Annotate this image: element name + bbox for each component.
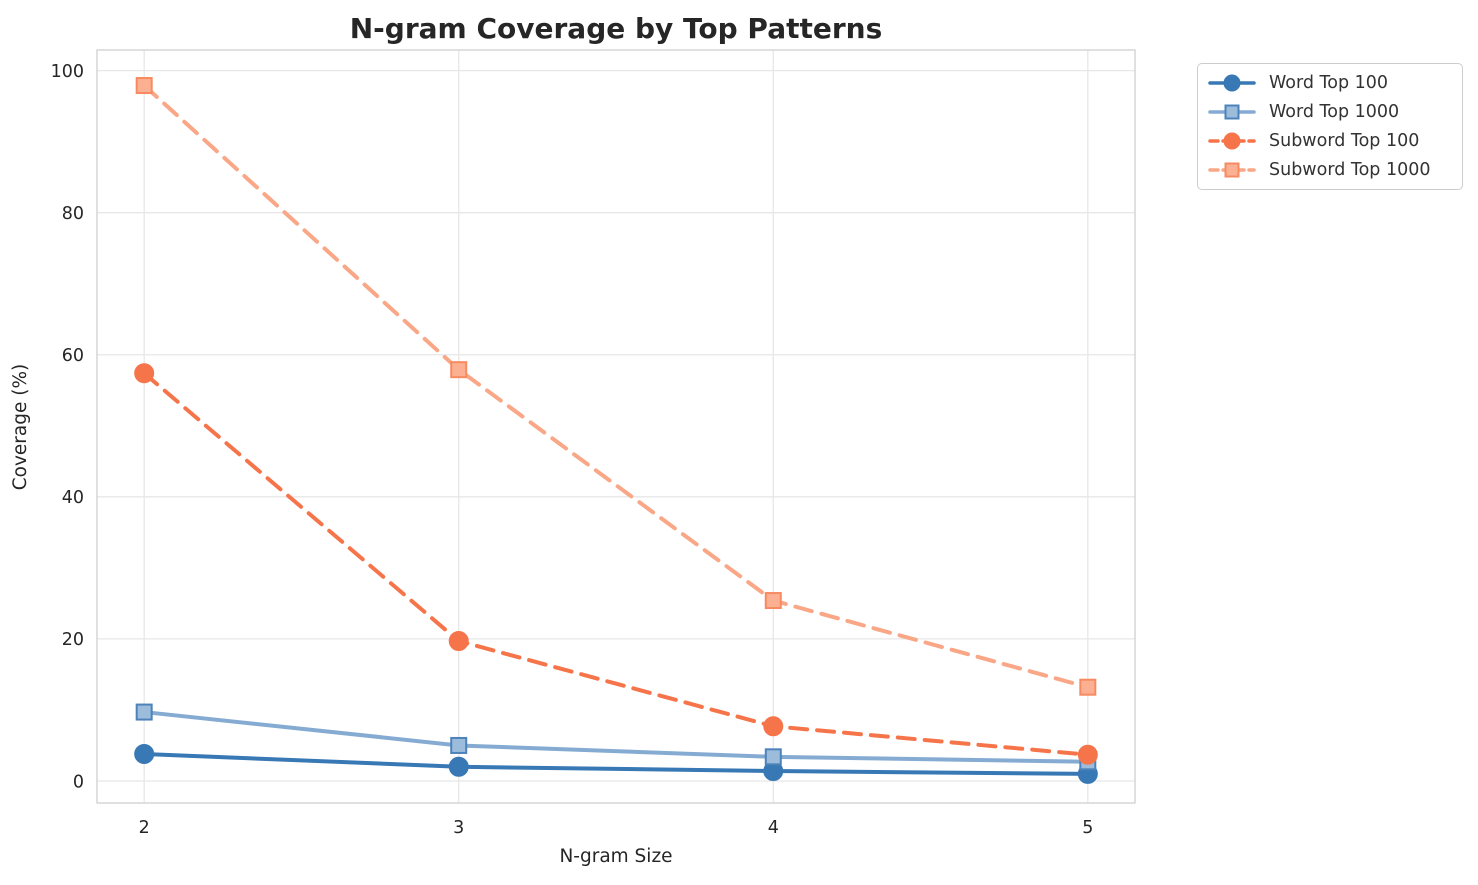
y-tick-label: 60	[62, 346, 84, 366]
data-point-marker	[450, 736, 468, 754]
y-tick-label: 0	[73, 772, 84, 792]
legend-sample-marker	[1224, 104, 1240, 120]
legend-sample-marker	[1223, 74, 1241, 92]
series-line-1	[142, 710, 1090, 764]
x-tick-label: 3	[453, 818, 464, 838]
legend-label-subword-top-100: Subword Top 100	[1269, 130, 1420, 151]
series-line-3	[142, 83, 1090, 690]
data-point-marker	[448, 756, 469, 777]
legend-sample-word-top-100	[1208, 74, 1256, 92]
legend-item-word-top-100: Word Top 100	[1208, 69, 1450, 97]
data-point-marker	[448, 631, 469, 652]
x-axis-label: N-gram Size	[559, 846, 672, 867]
legend-sample-marker	[1224, 162, 1240, 178]
data-point-marker	[134, 743, 155, 764]
tick-label-layer: 2 3 4 5 0 20 40 60 80 100	[51, 62, 1094, 838]
legend-sample-subword-top-100	[1208, 132, 1256, 150]
legend-sample-subword-top-1000	[1208, 162, 1256, 178]
legend-sample-word-top-1000	[1208, 104, 1256, 120]
series-line-0	[142, 751, 1090, 776]
legend-item-word-top-1000: Word Top 1000	[1208, 98, 1450, 126]
legend-label-word-top-100: Word Top 100	[1269, 73, 1389, 94]
x-tick-label: 5	[1082, 818, 1093, 838]
data-point-marker	[1077, 744, 1098, 765]
y-axis-label: Coverage (%)	[10, 364, 31, 491]
data-point-marker	[135, 703, 153, 721]
data-point-marker	[450, 361, 468, 379]
x-tick-label: 2	[139, 818, 150, 838]
y-tick-label: 20	[62, 630, 84, 650]
y-tick-label: 40	[62, 488, 84, 508]
data-point-marker	[135, 77, 153, 95]
legend: Word Top 100 Word Top 1000 Subword Top 1…	[1197, 63, 1463, 190]
chart-title: N-gram Coverage by Top Patterns	[350, 12, 883, 45]
y-tick-label: 100	[51, 62, 84, 82]
plot-border	[96, 49, 1136, 804]
data-point-marker	[764, 748, 782, 766]
x-tick-label: 4	[768, 818, 779, 838]
series-line-2	[142, 371, 1090, 757]
y-tick-label: 80	[62, 204, 84, 224]
axes-spines	[96, 49, 1136, 804]
legend-label-subword-top-1000: Subword Top 1000	[1269, 159, 1431, 180]
legend-sample-marker	[1223, 132, 1241, 150]
data-point-marker	[134, 363, 155, 384]
legend-item-subword-top-1000: Subword Top 1000	[1208, 156, 1450, 184]
legend-label-word-top-1000: Word Top 1000	[1269, 102, 1400, 123]
data-point-marker	[764, 592, 782, 610]
legend-item-subword-top-100: Subword Top 100	[1208, 127, 1450, 155]
data-point-marker	[763, 716, 784, 737]
grid-layer	[97, 50, 1135, 803]
data-point-marker	[1079, 678, 1097, 696]
series-layer	[134, 77, 1098, 784]
